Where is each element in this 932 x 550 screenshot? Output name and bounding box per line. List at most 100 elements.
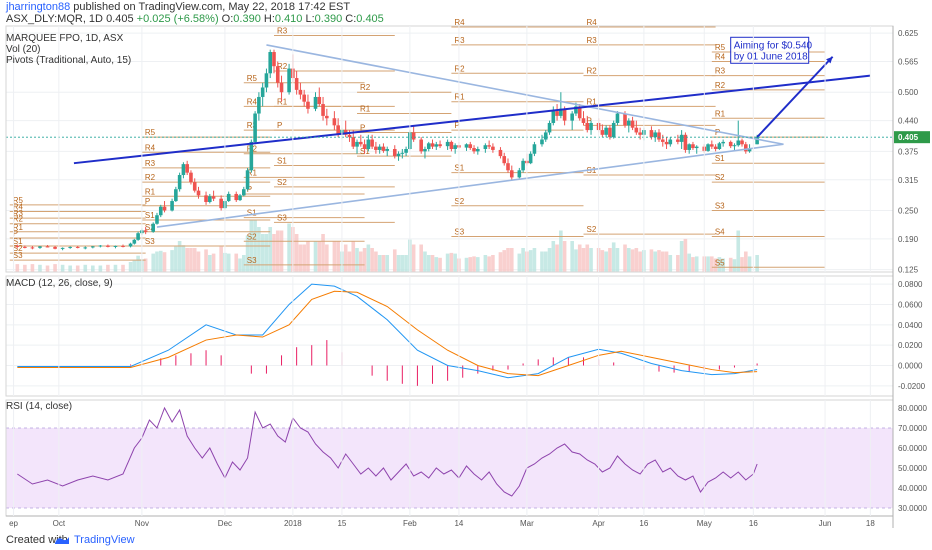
candle[interactable] — [268, 49, 273, 79]
candle[interactable] — [68, 246, 72, 249]
candle[interactable] — [660, 134, 665, 147]
candle[interactable] — [498, 147, 503, 159]
candle[interactable] — [302, 89, 306, 107]
candle[interactable] — [713, 144, 718, 152]
candle[interactable] — [630, 116, 635, 131]
candle[interactable] — [279, 75, 284, 102]
candle[interactable] — [419, 137, 423, 154]
candle[interactable] — [411, 125, 416, 142]
candle[interactable] — [366, 134, 371, 152]
candle[interactable] — [196, 186, 201, 199]
candle[interactable] — [60, 247, 65, 251]
candle[interactable] — [487, 140, 491, 149]
candle[interactable] — [740, 138, 744, 147]
candle[interactable] — [517, 167, 522, 179]
candle[interactable] — [249, 139, 254, 173]
candle[interactable] — [611, 120, 616, 139]
candle[interactable] — [211, 190, 216, 202]
candle[interactable] — [355, 139, 359, 154]
trendline-lower-support[interactable] — [156, 143, 784, 228]
trendline-upper-resistance[interactable] — [266, 44, 784, 146]
candle[interactable] — [679, 130, 684, 149]
candle[interactable] — [464, 143, 469, 151]
candle[interactable] — [260, 82, 265, 107]
candle[interactable] — [521, 158, 525, 173]
candle[interactable] — [208, 193, 212, 204]
candle[interactable] — [540, 134, 544, 147]
candle[interactable] — [736, 120, 741, 147]
candle[interactable] — [657, 129, 661, 142]
candle[interactable] — [83, 246, 88, 250]
candle[interactable] — [638, 127, 642, 140]
candle[interactable] — [634, 120, 639, 135]
candle[interactable] — [585, 115, 590, 133]
rsi-pane[interactable] — [6, 406, 893, 509]
candle[interactable] — [98, 245, 103, 248]
candle[interactable] — [106, 244, 110, 248]
candle[interactable] — [476, 146, 480, 155]
candle[interactable] — [604, 125, 608, 138]
candle[interactable] — [502, 152, 507, 166]
candle[interactable] — [298, 82, 303, 100]
candle[interactable] — [264, 68, 269, 93]
candle[interactable] — [241, 186, 246, 197]
candle[interactable] — [185, 160, 189, 176]
candle[interactable] — [325, 108, 329, 126]
candle[interactable] — [272, 49, 276, 74]
candle[interactable] — [204, 191, 208, 205]
candle[interactable] — [547, 120, 552, 135]
candle[interactable] — [23, 245, 27, 249]
candle[interactable] — [683, 132, 688, 153]
candle[interactable] — [694, 145, 699, 154]
candle[interactable] — [664, 137, 669, 149]
candle[interactable] — [177, 172, 182, 192]
candle[interactable] — [162, 201, 167, 213]
candle[interactable] — [491, 143, 495, 153]
candle[interactable] — [245, 167, 250, 191]
candle[interactable] — [589, 120, 593, 135]
candle[interactable] — [717, 141, 722, 150]
candle[interactable] — [219, 195, 223, 211]
candle[interactable] — [400, 149, 405, 159]
candle[interactable] — [555, 104, 559, 121]
candle[interactable] — [374, 141, 378, 154]
candle[interactable] — [238, 193, 242, 202]
candle[interactable] — [321, 96, 325, 121]
candle[interactable] — [385, 146, 390, 157]
candle[interactable] — [136, 231, 140, 241]
candle[interactable] — [234, 191, 239, 202]
candle[interactable] — [181, 162, 186, 179]
candle[interactable] — [294, 70, 299, 95]
candle[interactable] — [132, 238, 137, 245]
candle[interactable] — [287, 63, 291, 95]
candle[interactable] — [275, 61, 280, 88]
candle[interactable] — [38, 245, 42, 249]
candle[interactable] — [155, 212, 159, 225]
candle[interactable] — [404, 146, 408, 157]
candle[interactable] — [121, 244, 125, 248]
candle[interactable] — [396, 151, 401, 161]
candle[interactable] — [45, 245, 50, 248]
candle[interactable] — [551, 106, 556, 126]
candle[interactable] — [426, 141, 431, 152]
candle[interactable] — [509, 165, 514, 180]
candle[interactable] — [615, 111, 620, 126]
candle[interactable] — [468, 141, 473, 150]
author-link[interactable]: jharrington88 — [6, 1, 71, 13]
candle[interactable] — [192, 178, 197, 193]
candle[interactable] — [392, 145, 397, 159]
candle[interactable] — [430, 139, 435, 149]
candle[interactable] — [453, 143, 457, 154]
candle[interactable] — [257, 92, 261, 121]
candle[interactable] — [559, 92, 563, 119]
candle[interactable] — [370, 134, 374, 149]
candle[interactable] — [743, 141, 748, 154]
candle[interactable] — [313, 92, 318, 112]
candle[interactable] — [600, 124, 605, 138]
candle[interactable] — [158, 204, 163, 218]
candle[interactable] — [608, 125, 612, 140]
candle[interactable] — [728, 140, 733, 149]
tradingview-brand-link[interactable]: TradingView — [74, 534, 135, 546]
candle[interactable] — [113, 245, 118, 249]
candle[interactable] — [53, 245, 57, 250]
